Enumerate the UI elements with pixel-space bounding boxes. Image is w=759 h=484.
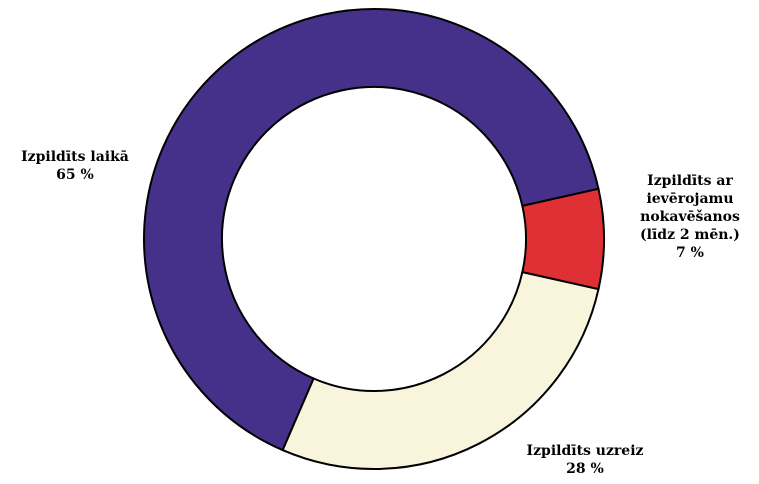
value-label: 7 % bbox=[676, 245, 704, 261]
slice-label: Izpildīts uzreiz 28 % bbox=[515, 442, 655, 478]
donut-slice bbox=[143, 8, 600, 452]
value-label: 65 % bbox=[56, 167, 94, 183]
category-name: Izpildīts uzreiz bbox=[526, 443, 644, 459]
donut-slice bbox=[281, 270, 600, 470]
category-name: Izpildīts ar ievērojamu nokavēšanos (līd… bbox=[640, 173, 740, 243]
slice-label: Izpildīts ar ievērojamu nokavēšanos (līd… bbox=[625, 172, 755, 262]
category-name: Izpildīts laikā bbox=[21, 149, 129, 165]
value-label: 28 % bbox=[566, 461, 604, 477]
slice-label: Izpildīts laikā 65 % bbox=[5, 148, 145, 184]
